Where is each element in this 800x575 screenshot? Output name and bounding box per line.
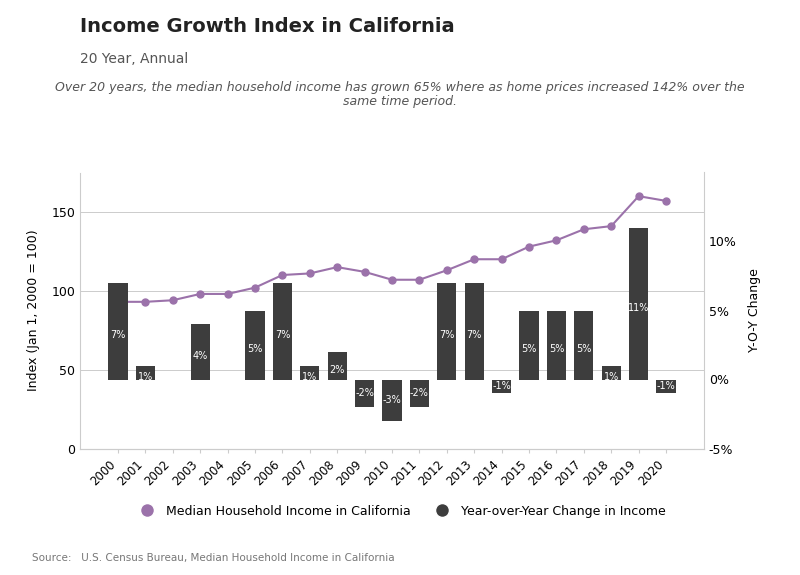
Text: -1%: -1% xyxy=(492,381,511,392)
Text: 4%: 4% xyxy=(193,351,208,361)
Bar xyxy=(657,380,676,393)
Text: 7%: 7% xyxy=(466,331,482,340)
Text: 5%: 5% xyxy=(576,344,591,354)
Text: -3%: -3% xyxy=(382,395,402,405)
Text: Source:   U.S. Census Bureau, Median Household Income in California: Source: U.S. Census Bureau, Median House… xyxy=(32,554,394,564)
Text: 7%: 7% xyxy=(110,331,126,340)
Bar xyxy=(355,380,374,407)
Text: 1%: 1% xyxy=(604,372,619,382)
Text: -2%: -2% xyxy=(355,388,374,398)
Bar xyxy=(602,366,621,380)
Bar xyxy=(327,352,346,380)
Bar xyxy=(465,283,484,380)
Bar xyxy=(136,366,155,380)
Bar xyxy=(438,283,457,380)
Text: Income Growth Index in California: Income Growth Index in California xyxy=(80,17,454,36)
Text: 0%: 0% xyxy=(165,379,180,389)
Bar xyxy=(519,310,538,380)
Text: 11%: 11% xyxy=(628,303,650,313)
Text: 5%: 5% xyxy=(549,344,564,354)
Y-axis label: Index (Jan 1, 2000 = 100): Index (Jan 1, 2000 = 100) xyxy=(27,229,40,392)
Bar xyxy=(300,366,319,380)
Bar xyxy=(492,380,511,393)
Text: -1%: -1% xyxy=(657,381,675,392)
Text: 7%: 7% xyxy=(274,331,290,340)
Text: 1%: 1% xyxy=(138,372,153,382)
Text: 20 Year, Annual: 20 Year, Annual xyxy=(80,52,188,66)
Bar xyxy=(246,310,265,380)
Text: 2%: 2% xyxy=(330,365,345,375)
Bar xyxy=(382,380,402,421)
Text: 1%: 1% xyxy=(302,372,318,382)
Bar xyxy=(273,283,292,380)
Text: -2%: -2% xyxy=(410,388,429,398)
Text: 7%: 7% xyxy=(439,331,454,340)
Y-axis label: Y-O-Y Change: Y-O-Y Change xyxy=(748,269,761,352)
Bar xyxy=(574,310,594,380)
Legend: Median Household Income in California, Year-over-Year Change in Income: Median Household Income in California, Y… xyxy=(130,500,670,523)
Bar xyxy=(190,324,210,380)
Bar xyxy=(547,310,566,380)
Text: 5%: 5% xyxy=(522,344,537,354)
Bar xyxy=(410,380,429,407)
Bar xyxy=(108,283,127,380)
Text: Over 20 years, the median household income has grown 65% where as home prices in: Over 20 years, the median household inco… xyxy=(55,81,745,109)
Bar xyxy=(629,228,648,380)
Text: 0%: 0% xyxy=(220,379,235,389)
Text: 5%: 5% xyxy=(247,344,262,354)
